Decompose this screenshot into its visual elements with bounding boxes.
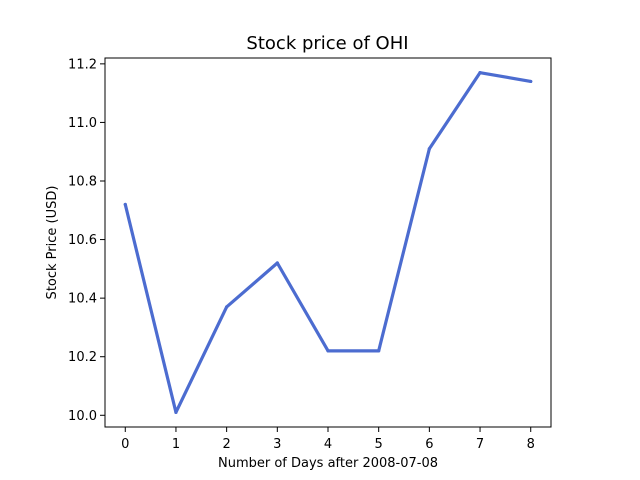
- y-tick-label: 10.2: [68, 350, 97, 365]
- data-point: [377, 349, 381, 353]
- data-point: [225, 305, 229, 309]
- x-tick-label: 0: [121, 437, 129, 452]
- x-tick-label: 5: [375, 437, 383, 452]
- x-tick-label: 8: [527, 437, 535, 452]
- chart-title: Stock price of OHI: [246, 33, 408, 54]
- y-tick-label: 10.6: [68, 233, 97, 248]
- y-tick-label: 11.2: [68, 57, 97, 72]
- data-point: [275, 261, 279, 265]
- data-point: [174, 410, 178, 414]
- x-tick-label: 7: [476, 437, 484, 452]
- y-tick-label: 11.0: [68, 116, 97, 131]
- y-tick-label: 10.4: [68, 292, 97, 307]
- x-tick-label: 3: [273, 437, 281, 452]
- x-tick-label: 6: [425, 437, 433, 452]
- data-point: [427, 147, 431, 151]
- x-tick-label: 2: [222, 437, 230, 452]
- x-tick-label: 1: [172, 437, 180, 452]
- x-axis-label: Number of Days after 2008-07-08: [218, 456, 438, 471]
- series-layer: [123, 71, 533, 414]
- data-point: [123, 202, 127, 207]
- data-point: [478, 71, 482, 75]
- y-tick-label: 10.0: [68, 409, 97, 424]
- plot-area-frame: [104, 57, 552, 428]
- series-line: [123, 71, 533, 414]
- y-axis-label: Stock Price (USD): [45, 186, 60, 300]
- data-point: [326, 349, 330, 353]
- tick-layer: 0 1 2 3 4 5 6 7 8 10.0 10.2 10.4 10.6 10.8 11.0 11.2: [68, 57, 535, 452]
- x-tick-label: 4: [324, 437, 332, 452]
- data-point: [529, 79, 533, 84]
- y-tick-label: 10.8: [68, 175, 97, 190]
